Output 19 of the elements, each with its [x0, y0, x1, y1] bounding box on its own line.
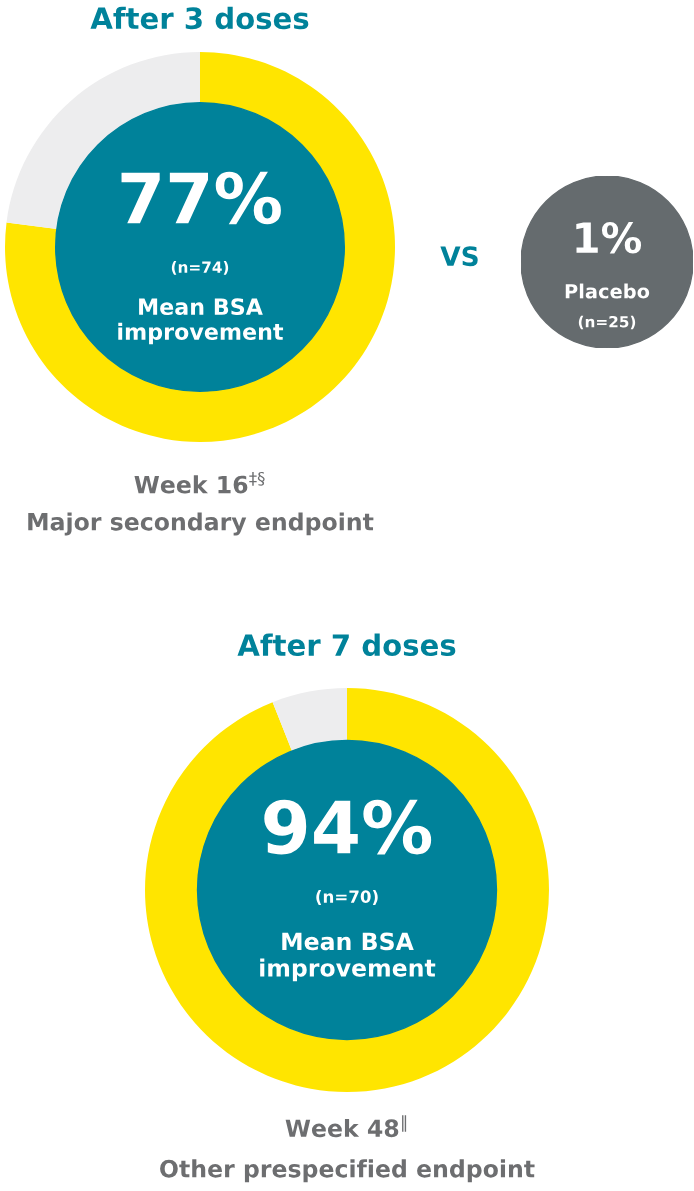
text: (n=74)	[171, 261, 229, 275]
text: 1%	[576, 221, 642, 254]
text: (n=70)	[316, 890, 378, 905]
text: Major secondary endpoint	[28, 512, 374, 536]
text: 77%	[121, 171, 281, 225]
text: Mean BSA improvement	[118, 298, 284, 345]
text: Week 48$^{‖}$	[285, 1115, 407, 1138]
text: Mean BSA improvement	[260, 932, 436, 982]
text: Placebo	[565, 283, 650, 299]
donut-slice	[5, 52, 395, 442]
donut-slice	[272, 688, 347, 752]
text: VS	[440, 246, 478, 267]
chart-title: After 7 doses	[237, 633, 456, 657]
text: (n=25)	[578, 315, 636, 330]
text: Week 16$^{‡§}$	[134, 471, 265, 494]
chart-title: After 3 doses	[90, 6, 309, 30]
text: 94%	[264, 799, 432, 855]
text: Other prespecified endpoint	[160, 1159, 535, 1183]
donut-slice	[145, 688, 549, 1092]
